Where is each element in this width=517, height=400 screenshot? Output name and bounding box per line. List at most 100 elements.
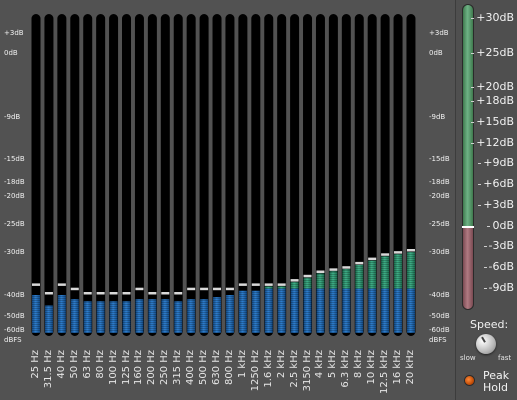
band-stripes <box>316 273 325 333</box>
frequency-label-text: 50 Hz <box>68 350 80 379</box>
band-bar <box>251 14 261 336</box>
band-stripes <box>251 290 260 333</box>
db-tick-label: 0dB <box>4 49 18 57</box>
band-peak-marker <box>148 292 157 295</box>
band-bar <box>277 14 287 336</box>
band-bar <box>225 14 235 336</box>
spectrum-bars <box>31 14 416 336</box>
band-bar <box>160 14 170 336</box>
band-stripes <box>148 299 157 333</box>
knob-indicator <box>481 336 486 343</box>
band-stripes <box>238 290 247 333</box>
db-tick-label: -60dB <box>4 326 25 334</box>
frequency-label: 3150 Hz <box>302 350 314 398</box>
band-stripes <box>394 254 403 333</box>
db-tick-label: -20dB <box>429 192 450 200</box>
frequency-label: 315 Hz <box>172 350 184 398</box>
band-stripes <box>213 297 222 333</box>
band-bar <box>122 14 132 336</box>
frequency-label: 160 Hz <box>133 350 145 398</box>
meter-level-indicator <box>462 226 474 228</box>
band-bar <box>83 14 93 336</box>
band-bar <box>380 14 390 336</box>
band-peak-marker <box>135 287 144 291</box>
band-track <box>109 14 119 336</box>
band-stripes <box>32 295 40 333</box>
frequency-label-text: 10 kHz <box>366 350 378 385</box>
band-peak-marker <box>109 292 118 295</box>
frequency-label: 80 Hz <box>95 350 107 398</box>
meter-tick-label: -9dB <box>483 281 514 294</box>
band-track <box>341 14 351 336</box>
meter-tick-label: +3dB <box>478 198 514 211</box>
db-tick-label: -30dB <box>429 248 450 256</box>
meter-tick-label: +15dB <box>471 115 514 128</box>
band-track <box>277 14 287 336</box>
band-bar <box>96 14 106 336</box>
band-track <box>303 14 313 336</box>
band-stripes <box>57 295 66 333</box>
meter-tick-label: -6dB <box>483 260 514 273</box>
band-track <box>173 14 183 336</box>
band-bar <box>212 14 222 336</box>
band-stripes <box>355 264 364 333</box>
band-stripes <box>135 299 144 333</box>
band-peak-marker <box>83 292 92 295</box>
frequency-label-text: 2.5 kHz <box>288 350 300 388</box>
frequency-label: 2.5 kHz <box>289 350 301 398</box>
db-tick-label: -60dB <box>429 326 450 334</box>
band-peak-marker <box>225 287 234 291</box>
band-peak-marker <box>316 270 325 273</box>
band-peak-marker <box>238 283 247 286</box>
frequency-label: 1250 Hz <box>250 350 262 398</box>
band-bar <box>328 14 338 336</box>
peak-hold-label[interactable]: Peak Hold <box>483 369 510 394</box>
frequency-label: 6.3 kHz <box>340 350 352 398</box>
band-stripes <box>329 271 338 333</box>
band-peak-marker <box>251 283 260 286</box>
band-peak-marker <box>264 283 273 286</box>
frequency-label: 400 Hz <box>185 350 197 398</box>
band-bar <box>173 14 183 336</box>
speed-knob[interactable] <box>476 334 496 354</box>
band-stripes <box>342 269 351 333</box>
frequency-label: 40 Hz <box>56 350 68 398</box>
level-meter-panel: +30dB +25dB +20dB +18dB +15dB +12dB +9dB +6dB +3… <box>455 0 517 400</box>
meter-tick-label: 0dB <box>487 219 514 232</box>
band-bar <box>341 14 351 336</box>
frequency-label: 5 kHz <box>327 350 339 398</box>
band-bar <box>109 14 119 336</box>
band-stripes <box>161 299 170 333</box>
db-tick-label: -9dB <box>4 113 21 121</box>
frequency-label: 1 kHz <box>237 350 249 398</box>
frequency-label-text: 6.3 kHz <box>340 350 352 388</box>
peak-hold-led[interactable] <box>465 376 474 385</box>
frequency-label-text: 160 Hz <box>133 350 145 386</box>
frequency-label-text: 16 kHz <box>392 350 404 385</box>
db-tick-label: -40dB <box>429 291 450 299</box>
band-peak-marker <box>96 292 105 295</box>
band-track <box>225 14 235 336</box>
frequency-label-text: 100 Hz <box>107 350 119 386</box>
db-tick-label: -40dB <box>4 291 25 299</box>
frequency-label-text: 12.5 kHz <box>379 350 391 395</box>
band-peak-marker <box>342 266 351 269</box>
band-bar <box>31 14 41 336</box>
frequency-label-text: 8 kHz <box>353 350 365 379</box>
band-bar <box>147 14 157 336</box>
band-stripes <box>406 252 415 333</box>
dbfs-label-right: dBFS <box>429 336 447 344</box>
band-peak-marker <box>57 283 66 286</box>
band-track <box>315 14 325 336</box>
frequency-label-text: 2 kHz <box>275 350 287 379</box>
band-peak-marker <box>200 287 209 291</box>
band-track <box>199 14 209 336</box>
band-stripes <box>368 260 377 333</box>
band-track <box>238 14 248 336</box>
band-peak-marker <box>187 287 196 291</box>
frequency-label-text: 1 kHz <box>236 350 248 379</box>
frequency-label: 31.5 Hz <box>43 350 55 398</box>
band-peak-marker <box>70 287 79 291</box>
frequency-label: 1.6 kHz <box>263 350 275 398</box>
frequency-label-text: 1.6 kHz <box>262 350 274 388</box>
